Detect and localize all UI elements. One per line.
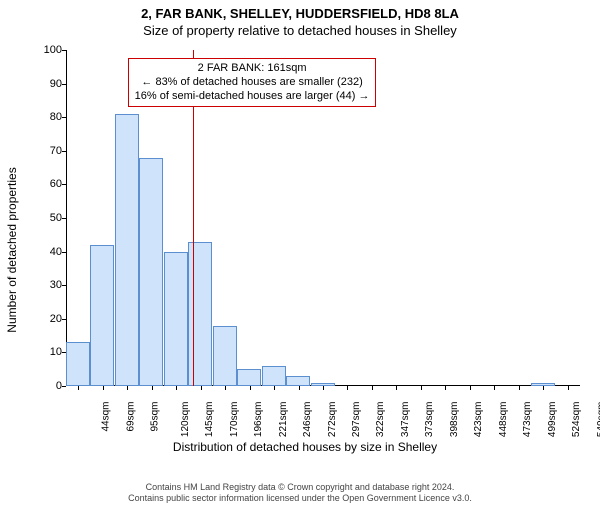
- histogram-bar: [213, 326, 237, 386]
- x-tick-label: 473sqm: [522, 402, 533, 438]
- footer-line-1: Contains HM Land Registry data © Crown c…: [0, 482, 600, 493]
- x-tick-mark: [274, 386, 275, 390]
- y-tick-label: 100: [32, 44, 62, 56]
- y-tick-mark: [62, 218, 66, 219]
- x-tick-mark: [127, 386, 128, 390]
- x-tick-mark: [494, 386, 495, 390]
- y-tick-label: 90: [32, 78, 62, 90]
- x-axis-label: Distribution of detached houses by size …: [26, 440, 584, 454]
- chart-sub-title: Size of property relative to detached ho…: [0, 23, 600, 38]
- x-tick-mark: [519, 386, 520, 390]
- y-tick-mark: [62, 386, 66, 387]
- annotation-line: 2 FAR BANK: 161sqm: [135, 62, 370, 76]
- x-tick-label: 145sqm: [204, 402, 215, 438]
- y-axis-label: Number of detached properties: [5, 167, 19, 332]
- x-tick-label: 297sqm: [351, 402, 362, 438]
- y-tick-mark: [62, 184, 66, 185]
- y-tick-label: 0: [32, 380, 62, 392]
- histogram-bar: [90, 245, 114, 386]
- y-tick-label: 20: [32, 313, 62, 325]
- x-tick-label: 95sqm: [150, 402, 161, 432]
- y-tick-mark: [62, 151, 66, 152]
- x-tick-label: 221sqm: [278, 402, 289, 438]
- chart-container: Number of detached properties 0102030405…: [26, 50, 584, 450]
- x-tick-mark: [543, 386, 544, 390]
- x-tick-label: 196sqm: [253, 402, 264, 438]
- histogram-bar: [237, 369, 261, 386]
- y-tick-label: 70: [32, 145, 62, 157]
- histogram-bar: [262, 366, 286, 386]
- x-tick-label: 373sqm: [425, 402, 436, 438]
- x-tick-mark: [396, 386, 397, 390]
- y-tick-mark: [62, 84, 66, 85]
- x-tick-mark: [103, 386, 104, 390]
- x-tick-label: 524sqm: [571, 402, 582, 438]
- chart-main-title: 2, FAR BANK, SHELLEY, HUDDERSFIELD, HD8 …: [0, 6, 600, 21]
- histogram-bar: [164, 252, 188, 386]
- y-tick-label: 10: [32, 346, 62, 358]
- x-tick-label: 170sqm: [229, 402, 240, 438]
- footer-line-2: Contains public sector information licen…: [0, 493, 600, 504]
- annotation-box: 2 FAR BANK: 161sqm← 83% of detached hous…: [128, 58, 377, 107]
- annotation-line: 16% of semi-detached houses are larger (…: [135, 90, 370, 104]
- y-tick-mark: [62, 319, 66, 320]
- x-tick-mark: [470, 386, 471, 390]
- x-tick-mark: [445, 386, 446, 390]
- y-tick-mark: [62, 117, 66, 118]
- plot-area: 010203040506070809010044sqm69sqm95sqm120…: [66, 50, 580, 386]
- x-tick-label: 398sqm: [449, 402, 460, 438]
- x-tick-mark: [152, 386, 153, 390]
- x-tick-label: 549sqm: [596, 402, 600, 438]
- y-tick-label: 30: [32, 279, 62, 291]
- y-tick-label: 40: [32, 246, 62, 258]
- x-tick-mark: [250, 386, 251, 390]
- chart-footer: Contains HM Land Registry data © Crown c…: [0, 482, 600, 504]
- x-tick-mark: [372, 386, 373, 390]
- x-tick-mark: [421, 386, 422, 390]
- histogram-bar: [66, 342, 90, 386]
- x-tick-label: 499sqm: [547, 402, 558, 438]
- x-tick-label: 347sqm: [400, 402, 411, 438]
- histogram-bar: [139, 158, 163, 386]
- x-tick-mark: [323, 386, 324, 390]
- x-tick-mark: [568, 386, 569, 390]
- x-tick-label: 322sqm: [376, 402, 387, 438]
- y-tick-label: 50: [32, 212, 62, 224]
- x-tick-mark: [201, 386, 202, 390]
- x-tick-label: 423sqm: [473, 402, 484, 438]
- histogram-bar: [286, 376, 310, 386]
- histogram-bar: [115, 114, 139, 386]
- x-tick-label: 69sqm: [125, 402, 136, 432]
- x-tick-label: 44sqm: [101, 402, 112, 432]
- x-tick-mark: [347, 386, 348, 390]
- x-tick-label: 448sqm: [498, 402, 509, 438]
- annotation-line: ← 83% of detached houses are smaller (23…: [135, 76, 370, 90]
- y-tick-mark: [62, 50, 66, 51]
- x-tick-label: 272sqm: [327, 402, 338, 438]
- x-tick-mark: [225, 386, 226, 390]
- y-tick-label: 60: [32, 178, 62, 190]
- x-tick-mark: [78, 386, 79, 390]
- x-tick-label: 120sqm: [180, 402, 191, 438]
- y-tick-label: 80: [32, 111, 62, 123]
- y-tick-mark: [62, 252, 66, 253]
- y-tick-mark: [62, 285, 66, 286]
- x-tick-label: 246sqm: [302, 402, 313, 438]
- x-tick-mark: [299, 386, 300, 390]
- histogram-bar: [188, 242, 212, 386]
- x-tick-mark: [176, 386, 177, 390]
